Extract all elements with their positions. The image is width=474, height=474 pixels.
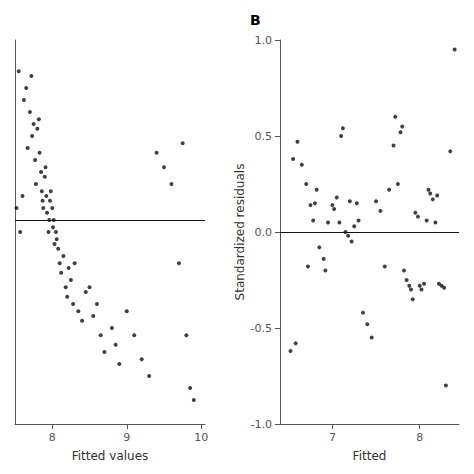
- svg-text:9: 9: [123, 431, 130, 444]
- svg-text:8: 8: [416, 431, 423, 444]
- svg-text:Fitted values: Fitted values: [72, 449, 149, 463]
- svg-text:Standardized residuals: Standardized residuals: [233, 164, 247, 301]
- svg-text:B: B: [250, 12, 261, 28]
- svg-text:0.5: 0.5: [255, 130, 273, 143]
- svg-text:10: 10: [194, 431, 208, 444]
- svg-text:-0.5: -0.5: [251, 322, 272, 335]
- svg-text:8: 8: [49, 431, 56, 444]
- svg-text:Fitted: Fitted: [353, 449, 387, 463]
- svg-text:7: 7: [329, 431, 336, 444]
- svg-text:0.0: 0.0: [255, 226, 273, 239]
- svg-text:-1.0: -1.0: [251, 418, 272, 431]
- svg-text:1.0: 1.0: [255, 34, 273, 47]
